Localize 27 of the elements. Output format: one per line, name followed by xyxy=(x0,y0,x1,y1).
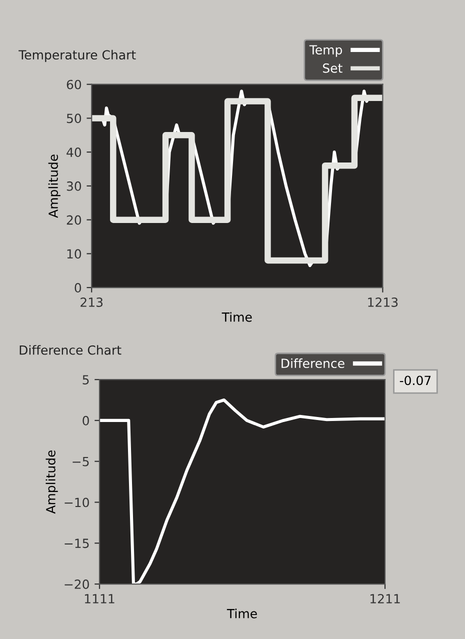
x-tick-label: 1111 xyxy=(84,594,114,604)
y-tick-label: 10 xyxy=(67,249,82,259)
y-tick-label: 30 xyxy=(66,181,82,191)
legend-label: Temp xyxy=(309,45,342,57)
y-tick-label: 5 xyxy=(82,375,89,384)
x-tick-label: 213 xyxy=(80,297,103,307)
y-tick-label: 0 xyxy=(82,416,89,426)
x-tick-label: 1211 xyxy=(370,594,400,604)
y-tick-label: 60 xyxy=(66,80,82,90)
y-tick-label: 40 xyxy=(66,148,82,158)
x-tick-label: 1213 xyxy=(368,297,398,307)
y-axis-title: Amplitude xyxy=(46,450,58,514)
y-tick-label: −5 xyxy=(72,456,89,466)
text: -0.07 xyxy=(400,376,431,386)
y-tick-label: 50 xyxy=(66,114,82,124)
y-tick-label: −10 xyxy=(64,498,89,508)
chart-title: Temperature Chart xyxy=(18,50,136,62)
x-axis-title: Time xyxy=(226,608,257,618)
y-axis-title: Amplitude xyxy=(48,154,60,218)
y-tick-label: −15 xyxy=(64,538,89,548)
chart-title: Difference Chart xyxy=(20,345,122,355)
legend-label: Set xyxy=(322,63,342,73)
x-axis-title: Time xyxy=(222,312,252,322)
y-tick-label: −20 xyxy=(64,580,89,589)
y-tick-label: 0 xyxy=(74,283,82,292)
legend-label: Difference xyxy=(282,358,344,368)
y-tick-label: 20 xyxy=(66,215,82,225)
